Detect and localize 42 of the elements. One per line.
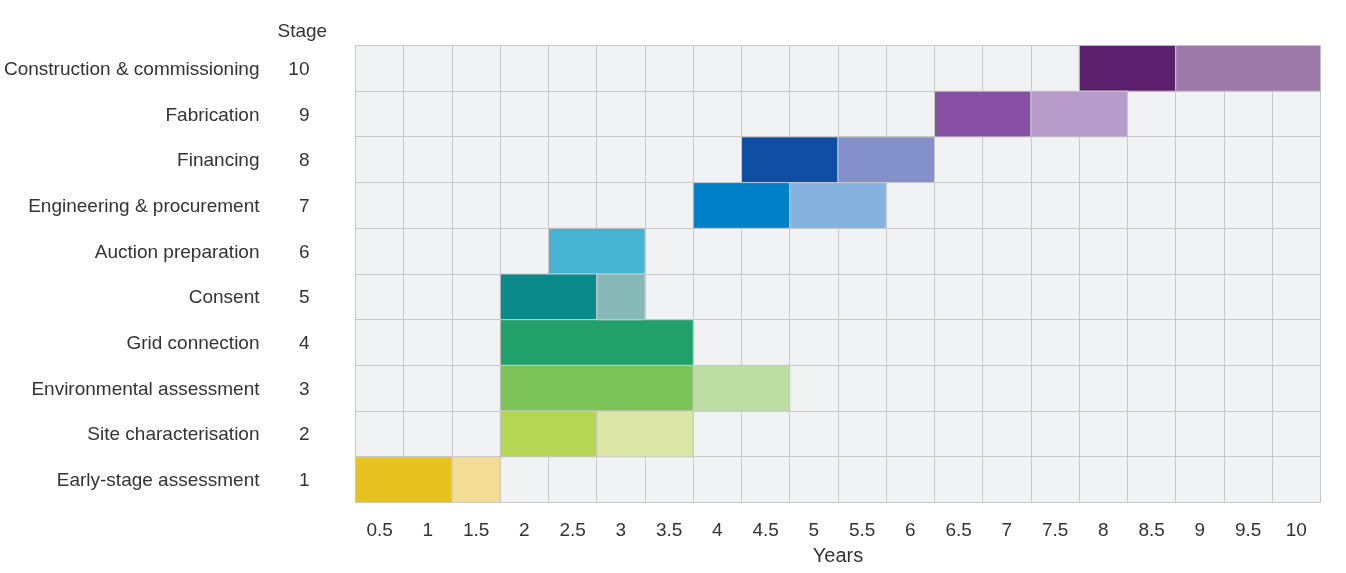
x-tick-label: 4.5 — [752, 518, 779, 540]
x-tick-label: 9 — [1194, 518, 1206, 540]
y-tick-label: Engineering & procurement — [28, 194, 261, 216]
y2-axis-title: Stage — [277, 19, 328, 41]
x-tick-label: 8.5 — [1138, 518, 1165, 540]
x-tick-label: 1 — [422, 518, 434, 540]
x-tick-label: 7.5 — [1041, 518, 1069, 540]
x-tick-label: 7 — [1001, 518, 1013, 540]
y-tick-label: Consent — [188, 286, 261, 308]
y2-tick-label: 8 — [298, 149, 310, 171]
x-tick-label: 10 — [1285, 518, 1307, 540]
y-tick-label: Construction & commissioning — [3, 57, 260, 79]
y-tick-label: Fabrication — [165, 103, 260, 125]
x-tick-label: 4 — [712, 518, 724, 540]
y2-tick-label: 6 — [298, 240, 310, 262]
y-tick-label: Auction preparation — [94, 240, 260, 262]
y-tick-label: Grid connection — [126, 332, 260, 354]
y2-tick-label: 2 — [298, 423, 310, 445]
y2-tick-label: 9 — [298, 103, 310, 125]
x-tick-label: 6.5 — [945, 518, 972, 540]
x-tick-label: 0.5 — [366, 518, 393, 540]
x-tick-label: 8 — [1098, 518, 1109, 540]
x-tick-label: 2.5 — [559, 518, 586, 540]
y2-tick-label: 7 — [298, 194, 310, 216]
x-tick-label: 1.5 — [462, 518, 490, 540]
x-tick-label: 5.5 — [848, 518, 876, 540]
x-axis-title: Years — [812, 543, 864, 566]
y2-tick-label: 4 — [298, 332, 310, 354]
y-tick-label: Site characterisation — [87, 423, 260, 445]
x-tick-label: 3.5 — [655, 518, 683, 540]
y2-tick-label: 3 — [298, 377, 310, 399]
x-tick-label: 6 — [905, 518, 916, 540]
y-tick-label: Environmental assessment — [31, 377, 261, 399]
y-tick-label: Financing — [177, 149, 260, 171]
y2-tick-label: 5 — [298, 286, 310, 308]
y-tick-label: Early-stage assessment — [56, 469, 261, 491]
x-tick-label: 2 — [519, 518, 530, 540]
y2-tick-label: 10 — [288, 57, 310, 79]
x-tick-label: 9.5 — [1234, 518, 1262, 540]
x-tick-label: 5 — [808, 518, 820, 540]
y2-tick-label: 1 — [298, 469, 310, 491]
x-tick-label: 3 — [615, 518, 627, 540]
